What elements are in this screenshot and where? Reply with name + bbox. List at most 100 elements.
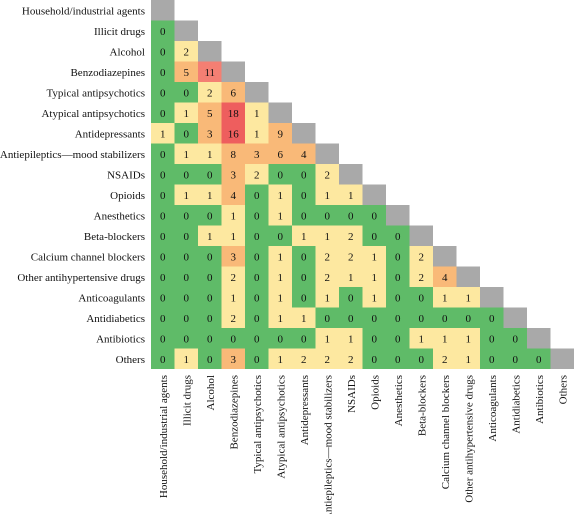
heatmap-cell [151, 287, 175, 308]
cell-value-label: 1 [254, 108, 260, 120]
heatmap-cell [268, 123, 292, 144]
heatmap-cell [268, 164, 292, 185]
cell-value-label: 0 [348, 210, 354, 222]
cell-value-label: 0 [419, 292, 425, 304]
cell-value-label: 0 [254, 231, 260, 243]
heatmap-cell [174, 328, 198, 349]
cell-value-label: 1 [466, 292, 472, 304]
cell-value-label: 5 [184, 67, 190, 79]
heatmap-cell [198, 123, 222, 144]
diagonal-cell [433, 246, 457, 267]
heatmap-cell [268, 205, 292, 226]
heatmap-cell [315, 287, 339, 308]
cell-value-label: 2 [325, 251, 331, 263]
heatmap-cell [362, 205, 386, 226]
diagonal-cell [503, 307, 527, 328]
heatmap-cell [174, 184, 198, 205]
column-label: Anesthetics [393, 375, 405, 426]
cell-value-label: 2 [231, 313, 237, 325]
diagonal-cell [386, 205, 410, 226]
heatmap-cell [315, 246, 339, 267]
heatmap-cell [268, 348, 292, 369]
heatmap-cell [292, 225, 316, 246]
heatmap-cell [433, 307, 457, 328]
heatmap-cell [174, 82, 198, 103]
heatmap-cell [198, 143, 222, 164]
row-label: NSAIDs [107, 169, 145, 181]
heatmap-cell [174, 102, 198, 123]
heatmap-cell [409, 307, 433, 328]
cell-value-label: 0 [395, 354, 401, 366]
cell-value-label: 0 [301, 169, 307, 181]
heatmap-cell [198, 266, 222, 287]
heatmap-cell [292, 287, 316, 308]
cell-value-label: 18 [228, 108, 240, 120]
cell-value-label: 0 [160, 354, 166, 366]
row-label: Illicit drugs [94, 26, 145, 38]
cell-value-label: 0 [160, 292, 166, 304]
heatmap-cell [245, 123, 269, 144]
cell-value-label: 0 [184, 313, 190, 325]
heatmap-cell [221, 164, 245, 185]
heatmap-cell [386, 266, 410, 287]
heatmap-cell [151, 246, 175, 267]
heatmap-cell [456, 328, 480, 349]
heatmap-cell [362, 328, 386, 349]
diagonal-cell [174, 20, 198, 41]
heatmap-cell [456, 348, 480, 369]
heatmap-cell [151, 266, 175, 287]
cell-value-label: 0 [513, 333, 519, 345]
cell-value-label: 2 [231, 272, 237, 284]
heatmap-cell [174, 307, 198, 328]
cell-value-label: 0 [301, 190, 307, 202]
cell-value-label: 0 [301, 210, 307, 222]
heatmap-cell [174, 225, 198, 246]
heatmap-cell [174, 123, 198, 144]
cell-value-label: 0 [254, 354, 260, 366]
cell-value-label: 1 [160, 128, 166, 140]
heatmap-cell [503, 328, 527, 349]
column-label: Anticoagulants [487, 375, 499, 442]
cell-value-label: 0 [160, 333, 166, 345]
cell-value-label: 0 [325, 210, 331, 222]
heatmap-cell [362, 307, 386, 328]
heatmap-cell [198, 225, 222, 246]
cell-value-label: 1 [207, 149, 213, 161]
cell-value-label: 2 [419, 251, 425, 263]
cell-value-label: 0 [254, 210, 260, 222]
cell-value-label: 0 [301, 333, 307, 345]
heatmap-cell [339, 225, 363, 246]
cell-value-label: 0 [160, 87, 166, 99]
heatmap-cell [151, 82, 175, 103]
cell-value-label: 0 [160, 46, 166, 58]
heatmap-cell [386, 246, 410, 267]
column-label: Calcium channel blockers [440, 375, 452, 489]
cell-value-label: 0 [301, 251, 307, 263]
cell-value-label: 3 [231, 251, 237, 263]
cell-value-label: 4 [231, 190, 237, 202]
row-label: Typical antipsychotics [46, 87, 145, 99]
heatmap-cell [174, 266, 198, 287]
cell-value-label: 1 [348, 272, 354, 284]
cell-value-label: 2 [442, 354, 448, 366]
heatmap-cell [198, 246, 222, 267]
heatmap-cell [292, 184, 316, 205]
heatmap-cell [174, 164, 198, 185]
heatmap-cell [245, 266, 269, 287]
heatmap-cell [268, 246, 292, 267]
row-label: Calcium channel blockers [31, 251, 145, 263]
heatmap-cell [386, 287, 410, 308]
heatmap-cell [386, 328, 410, 349]
heatmap-cell [339, 205, 363, 226]
heatmap-cell [198, 348, 222, 369]
diagonal-cell [480, 287, 504, 308]
heatmap-cell [386, 225, 410, 246]
column-label: Atypical antipsychotics [275, 375, 287, 479]
cell-value-label: 16 [228, 128, 240, 140]
heatmap-cell [151, 102, 175, 123]
heatmap-cell [292, 205, 316, 226]
heatmap-cell [339, 307, 363, 328]
cell-value-label: 0 [254, 333, 260, 345]
heatmap-cell [221, 266, 245, 287]
row-label: Anesthetics [94, 210, 145, 222]
